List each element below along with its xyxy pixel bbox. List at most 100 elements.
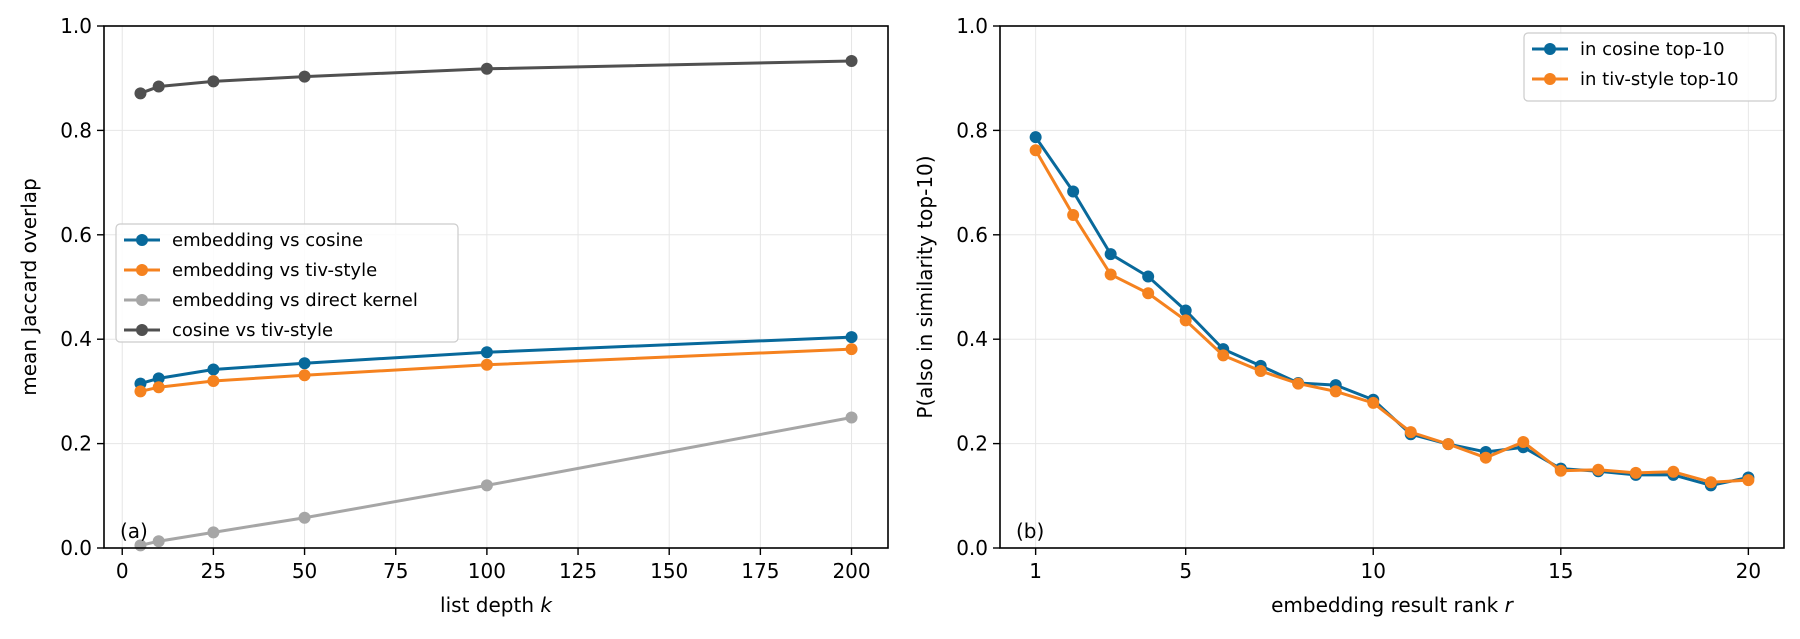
legend-swatch-marker bbox=[136, 324, 148, 336]
x-tick-label: 10 bbox=[1361, 559, 1386, 583]
data-point bbox=[1217, 349, 1230, 362]
data-point bbox=[845, 343, 858, 356]
data-point bbox=[480, 358, 493, 371]
y-tick-label: 0.8 bbox=[956, 118, 988, 142]
data-point bbox=[845, 54, 858, 67]
data-point bbox=[1104, 268, 1117, 281]
data-point bbox=[1442, 438, 1455, 451]
data-point bbox=[207, 75, 220, 88]
legend-swatch-marker bbox=[136, 294, 148, 306]
x-tick-label: 200 bbox=[832, 559, 870, 583]
data-point bbox=[1742, 474, 1755, 487]
data-point bbox=[1367, 396, 1380, 409]
data-point bbox=[1704, 476, 1717, 489]
y-tick-label: 0.2 bbox=[956, 432, 988, 456]
data-point bbox=[1104, 248, 1117, 261]
series-cosine-vs-tiv-style bbox=[134, 54, 858, 100]
data-point bbox=[152, 381, 165, 394]
legend: in cosine top-10 in tiv-style top-10 bbox=[1523, 32, 1777, 102]
data-point bbox=[1292, 377, 1305, 390]
data-point bbox=[1179, 314, 1192, 327]
data-point bbox=[1067, 185, 1080, 198]
legend-item: in cosine top-10 bbox=[1532, 39, 1725, 60]
data-point bbox=[1067, 208, 1080, 221]
legend-item: embedding vs cosine bbox=[124, 230, 363, 251]
x-tick-label: 175 bbox=[741, 559, 779, 583]
data-point bbox=[1517, 436, 1530, 449]
data-point bbox=[207, 526, 220, 539]
x-axis-label: list depth k bbox=[440, 593, 553, 617]
legend-swatch-marker bbox=[1544, 73, 1556, 85]
data-point bbox=[1592, 463, 1605, 476]
data-point bbox=[298, 357, 311, 370]
data-point bbox=[1142, 270, 1155, 283]
x-tick-label: 125 bbox=[559, 559, 597, 583]
data-point bbox=[134, 87, 147, 100]
x-tick-label: 50 bbox=[292, 559, 317, 583]
legend-label: cosine vs tiv-style bbox=[172, 320, 333, 341]
plot-frame bbox=[999, 25, 1785, 549]
panel-a: 0 25 50 75 100 125 150 175 200 0.0 0.2 0.4 0.6 0.8 1.0… bbox=[17, 14, 889, 617]
data-point bbox=[1629, 466, 1642, 479]
data-point bbox=[1329, 385, 1342, 398]
y-tick-label: 0.0 bbox=[60, 536, 92, 560]
panel-label: (b) bbox=[1016, 519, 1044, 543]
legend-swatch-marker bbox=[1544, 43, 1556, 55]
data-point bbox=[1179, 304, 1192, 317]
legend-swatch-marker bbox=[136, 264, 148, 276]
legend-label: in tiv-style top-10 bbox=[1580, 69, 1739, 90]
data-point bbox=[845, 411, 858, 424]
panel-label: (a) bbox=[120, 519, 148, 543]
y-tick-label: 1.0 bbox=[956, 14, 988, 38]
legend-box bbox=[115, 223, 459, 343]
y-tick-label: 0.6 bbox=[956, 223, 988, 247]
legend-item: in tiv-style top-10 bbox=[1532, 69, 1739, 90]
x-tick-label: 5 bbox=[1179, 559, 1192, 583]
plot-frame bbox=[103, 25, 889, 549]
x-axis-label: embedding result rank r bbox=[1271, 593, 1515, 617]
legend-label: embedding vs cosine bbox=[172, 230, 363, 251]
data-point bbox=[480, 62, 493, 75]
data-point bbox=[207, 374, 220, 387]
data-point bbox=[207, 363, 220, 376]
legend-item: cosine vs tiv-style bbox=[124, 320, 333, 341]
data-point bbox=[152, 372, 165, 385]
y-tick-label: 0.8 bbox=[60, 118, 92, 142]
x-tick-label: 100 bbox=[468, 559, 506, 583]
legend-swatch-marker bbox=[136, 234, 148, 246]
legend-box bbox=[1523, 32, 1777, 102]
data-point bbox=[1479, 451, 1492, 464]
legend: embedding vs cosine embedding vs tiv-styl… bbox=[115, 223, 459, 343]
y-tick-label: 0.0 bbox=[956, 536, 988, 560]
data-point bbox=[1029, 144, 1042, 157]
data-point bbox=[298, 511, 311, 524]
series-line bbox=[1034, 149, 1749, 484]
legend-item: embedding vs direct kernel bbox=[124, 290, 418, 311]
data-point bbox=[298, 369, 311, 382]
legend-label: in cosine top-10 bbox=[1580, 39, 1725, 60]
data-point bbox=[1142, 287, 1155, 300]
data-point bbox=[1254, 365, 1267, 378]
legend-label: embedding vs direct kernel bbox=[172, 290, 418, 311]
x-tick-label: 0 bbox=[116, 559, 129, 583]
y-tick-label: 1.0 bbox=[60, 14, 92, 38]
data-point bbox=[1667, 465, 1680, 478]
y-tick-label: 0.4 bbox=[60, 327, 92, 351]
y-tick-label: 0.2 bbox=[60, 432, 92, 456]
data-point bbox=[480, 346, 493, 359]
data-point bbox=[1554, 464, 1567, 477]
data-point bbox=[298, 70, 311, 83]
data-point bbox=[1404, 426, 1417, 439]
legend-label: embedding vs tiv-style bbox=[172, 260, 377, 281]
series-embedding-vs-direct-kernel bbox=[134, 411, 858, 552]
data-point bbox=[480, 479, 493, 492]
y-axis-label: P(also in similarity top-10) bbox=[913, 155, 937, 418]
y-tick-label: 0.4 bbox=[956, 327, 988, 351]
series-in-tiv-style-top-10 bbox=[1029, 144, 1755, 489]
x-tick-label: 1 bbox=[1029, 559, 1042, 583]
series-embedding-vs-tiv-style bbox=[134, 343, 858, 398]
data-point bbox=[152, 80, 165, 93]
x-tick-label: 75 bbox=[383, 559, 408, 583]
